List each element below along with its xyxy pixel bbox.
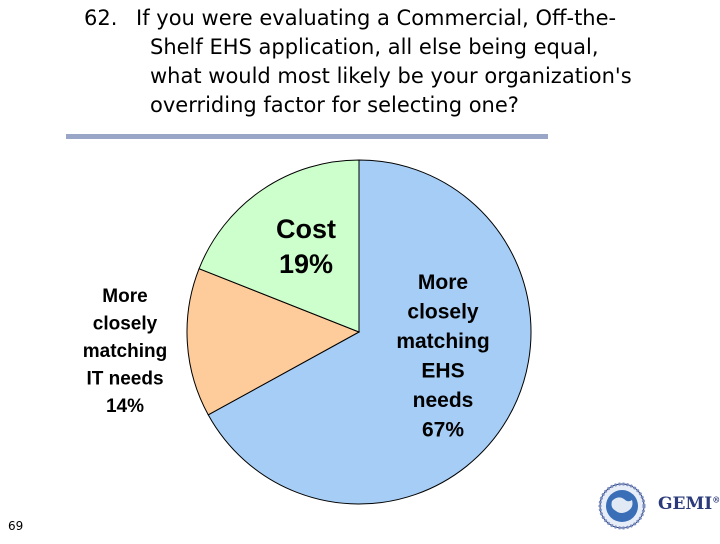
question-line-2: Shelf EHS application, all else being eq… (150, 35, 599, 59)
question-line-1: If you were evaluating a Commercial, Off… (136, 6, 617, 30)
pie-slice-1 (186, 268, 361, 416)
slice-label-0: More closely matching EHS needs 67% (396, 271, 489, 442)
title-divider (66, 134, 548, 139)
gemi-logo (588, 473, 720, 540)
globe-icon (598, 482, 646, 530)
slide-title: 62. If you were evaluating a Commercial, … (84, 4, 714, 120)
registered-mark: ® (712, 494, 720, 505)
question-line-4: overriding factor for selecting one? (150, 93, 519, 117)
page-number: 69 (8, 519, 24, 533)
logo-text: GEMI® (658, 494, 720, 514)
question-line-3: what would most likely be your organizat… (150, 64, 632, 88)
slice-label-1: More closely matching IT needs 14% (83, 286, 167, 417)
question-number: 62. (84, 6, 118, 30)
pie-slice-0 (207, 159, 532, 505)
slice-label-2: Cost 19% (276, 214, 336, 279)
logo-wordmark: GEMI (658, 494, 713, 514)
pie-slice-2 (198, 159, 360, 333)
